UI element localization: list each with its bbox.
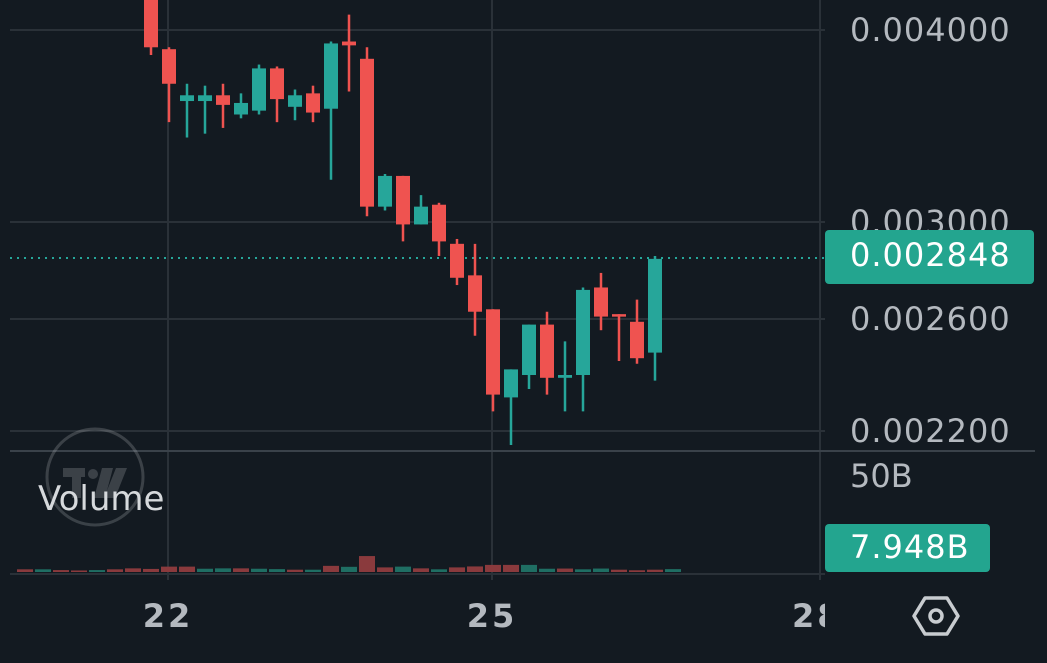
candle-body bbox=[288, 95, 302, 107]
volume-bar bbox=[35, 569, 51, 572]
candle-body bbox=[540, 324, 554, 378]
candle-body bbox=[342, 41, 356, 46]
volume-bar bbox=[431, 569, 447, 572]
candle-body bbox=[594, 287, 608, 317]
volume-bar bbox=[323, 565, 339, 572]
volume-bar bbox=[143, 568, 159, 572]
volume-bar bbox=[125, 568, 141, 572]
candle-body bbox=[324, 43, 338, 109]
volume-bar bbox=[593, 568, 609, 572]
volume-bar bbox=[179, 566, 195, 572]
volume-bar bbox=[413, 568, 429, 572]
volume-bar bbox=[197, 568, 213, 572]
volume-scale-label: 50B bbox=[850, 457, 913, 495]
volume-bar bbox=[305, 569, 321, 572]
candle-body bbox=[162, 49, 176, 84]
candle-body bbox=[144, 0, 158, 48]
candle-body bbox=[234, 102, 248, 115]
volume-bar bbox=[17, 569, 33, 572]
candlestick-series bbox=[144, 0, 662, 445]
volume-pane-title: Volume bbox=[38, 479, 165, 519]
candle-body bbox=[486, 309, 500, 395]
candle-body bbox=[450, 243, 464, 278]
volume-bar bbox=[395, 566, 411, 572]
candle-body bbox=[396, 175, 410, 225]
volume-bar bbox=[359, 556, 375, 572]
candle-body bbox=[558, 375, 572, 378]
volume-series bbox=[17, 556, 681, 572]
volume-bar bbox=[89, 570, 105, 572]
candle-body bbox=[216, 95, 230, 105]
volume-bar bbox=[629, 570, 645, 572]
price-tick-label: 0.002600 bbox=[850, 300, 1011, 338]
volume-bar bbox=[539, 568, 555, 572]
candle-body bbox=[468, 275, 482, 312]
candle-body bbox=[630, 321, 644, 359]
candle-body bbox=[306, 93, 320, 113]
volume-bar bbox=[287, 569, 303, 572]
volume-bar bbox=[215, 568, 231, 572]
tradingview-logo bbox=[45, 427, 145, 527]
current-price-badge: 0.002848 bbox=[825, 230, 1034, 284]
current-volume-badge: 7.948B bbox=[825, 524, 990, 572]
volume-bar bbox=[251, 568, 267, 572]
candle-body bbox=[180, 95, 194, 102]
volume-bar bbox=[647, 569, 663, 572]
settings-hexagon-icon bbox=[912, 596, 960, 636]
volume-bar bbox=[161, 566, 177, 572]
volume-bar bbox=[521, 564, 537, 572]
volume-bar bbox=[233, 568, 249, 572]
x-tick-label: 25 bbox=[466, 597, 518, 635]
volume-bar bbox=[485, 564, 501, 572]
candle-body bbox=[648, 258, 662, 353]
candle-body bbox=[522, 324, 536, 375]
volume-bar bbox=[377, 567, 393, 572]
x-tick-label: 28 bbox=[792, 600, 825, 632]
candle-body bbox=[198, 95, 212, 102]
price-tick-label: 0.004000 bbox=[850, 11, 1011, 49]
chart-settings-button[interactable] bbox=[912, 594, 960, 638]
candle-body bbox=[378, 175, 392, 207]
candle-body bbox=[360, 58, 374, 207]
candle-body bbox=[432, 204, 446, 242]
candle-body bbox=[504, 369, 518, 398]
candle-body bbox=[414, 206, 428, 225]
volume-bar bbox=[449, 567, 465, 572]
volume-bar bbox=[71, 570, 87, 572]
volume-bar bbox=[557, 568, 573, 572]
x-tick-label: 22 bbox=[142, 597, 194, 635]
volume-bar bbox=[575, 569, 591, 572]
candle-body bbox=[612, 314, 626, 317]
volume-bar bbox=[467, 566, 483, 572]
volume-bar bbox=[107, 569, 123, 572]
volume-bar bbox=[665, 569, 681, 572]
volume-bar bbox=[341, 566, 357, 572]
volume-bar bbox=[611, 569, 627, 572]
volume-bar bbox=[503, 564, 519, 572]
price-tick-label: 0.002200 bbox=[850, 412, 1011, 450]
candle-body bbox=[252, 68, 266, 111]
volume-bar bbox=[269, 569, 285, 572]
candle-body bbox=[270, 68, 284, 100]
candle-body bbox=[576, 289, 590, 375]
volume-bar bbox=[53, 570, 69, 572]
